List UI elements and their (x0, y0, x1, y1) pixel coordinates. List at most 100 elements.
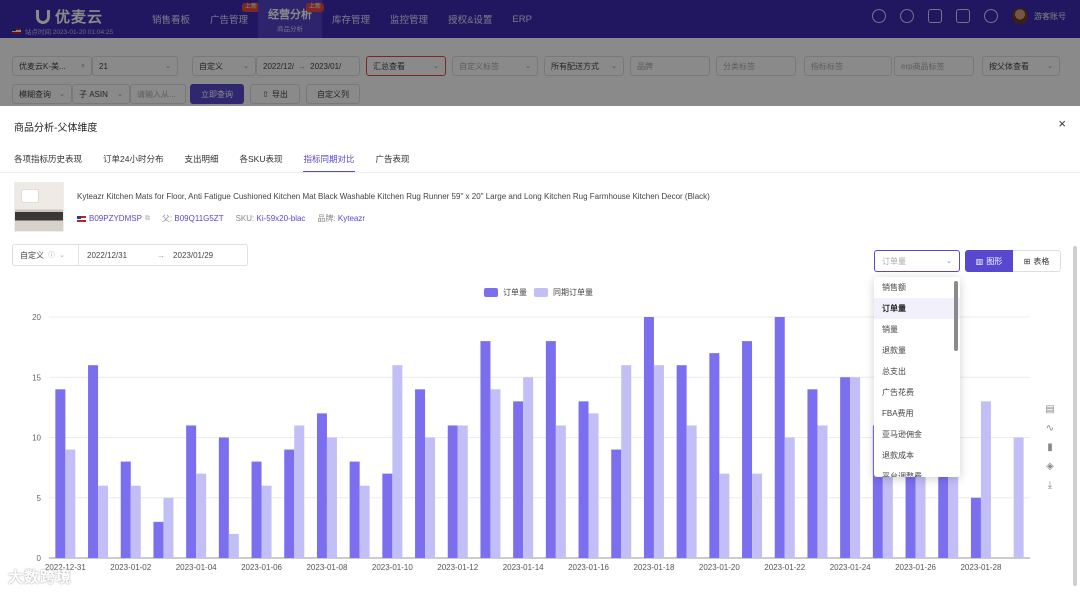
delivery-select[interactable]: 所有配送方式 ⌄ (544, 56, 624, 76)
bar-orders (905, 449, 916, 558)
tab-1[interactable]: 订单24小时分布 (103, 154, 164, 164)
sku-value[interactable]: Ki-59x20-blac (256, 214, 306, 223)
store-count[interactable]: 21 ⌄ (92, 56, 178, 76)
logo[interactable]: 优麦云 (36, 6, 103, 27)
asin-type-select[interactable]: 子 ASIN ⌄ (72, 84, 130, 104)
dropdown-option-6[interactable]: FBA费用 (882, 409, 914, 418)
dropdown-option-2[interactable]: 销量 (882, 325, 898, 334)
bar-prior-orders (686, 425, 697, 558)
y-tick-label: 10 (32, 434, 41, 443)
panel-date-range[interactable]: 自定义 ⓘ ⌄ 2022/12/31 → 2023/01/29 (12, 244, 248, 266)
custom-columns-button[interactable]: 自定义列 (306, 84, 360, 104)
panel-date-mode-value: 自定义 (20, 250, 44, 260)
stack-icon[interactable]: ◈ (1046, 461, 1054, 472)
bar-orders (611, 449, 622, 558)
dropdown-option-3[interactable]: 退款量 (882, 346, 906, 355)
nav-item-6[interactable]: ERP (502, 0, 542, 38)
download-icon[interactable] (872, 9, 886, 23)
bar-orders (218, 437, 229, 558)
bar-prior-orders (1013, 437, 1024, 558)
nav-item-2[interactable]: 经营分析 商品分析 上新 (258, 0, 325, 38)
nav-item-3[interactable]: 库存管理 (322, 0, 380, 38)
panel-date-mode[interactable]: 自定义 ⓘ ⌄ (13, 245, 79, 265)
tab-2[interactable]: 支出明细 (184, 154, 219, 164)
nav-item-0[interactable]: 销售看板 (142, 0, 200, 38)
brand-select[interactable]: 品牌 (630, 56, 710, 76)
bar-prior-orders (163, 497, 174, 558)
view-toggle: ▥ 图形 ⊞ 表格 (965, 250, 1061, 272)
dropdown-option-1[interactable]: 订单量 (874, 298, 960, 319)
export-button[interactable]: ⇧ 导出 (250, 84, 300, 104)
indicator-select[interactable]: 指标标签 (804, 56, 892, 76)
nav-item-5[interactable]: 授权&设置 (438, 0, 502, 38)
erp-tag-select[interactable]: erp商品标签 (894, 56, 974, 76)
fuzzy-search-select[interactable]: 模糊查询 ⌄ (12, 84, 72, 104)
dropdown-option-5[interactable]: 广告花费 (882, 388, 914, 397)
store-count-value: 21 (99, 61, 108, 71)
metric-select-placeholder: 订单量 (882, 256, 906, 266)
search-input[interactable]: 请输入从... (130, 84, 186, 104)
panel-date-end[interactable]: 2023/01/29 (173, 250, 214, 260)
category-select[interactable]: 分类标签 (716, 56, 796, 76)
y-tick-label: 15 (32, 373, 41, 382)
bar-orders (643, 317, 654, 558)
help-icon[interactable] (900, 9, 914, 23)
bar-orders (415, 389, 426, 558)
bar-chart-icon[interactable]: ▮ (1047, 442, 1053, 453)
cart-icon[interactable] (956, 9, 970, 23)
parent-view-select[interactable]: 按父体查看 ⌄ (982, 56, 1060, 76)
tab-0[interactable]: 各项指标历史表现 (14, 154, 83, 164)
query-button[interactable]: 立即查询 (190, 84, 244, 104)
avatar[interactable] (1012, 8, 1028, 24)
tab-5[interactable]: 广告表现 (375, 154, 410, 164)
product-image[interactable] (14, 182, 64, 232)
summary-view-select[interactable]: 汇总查看 ⌄ (366, 56, 446, 76)
parent-asin-value[interactable]: B09Q11G5ZT (174, 214, 224, 223)
bar-orders (349, 461, 360, 558)
dropdown-option-7[interactable]: 亚马逊佣金 (882, 430, 922, 439)
custom-label-select[interactable]: 自定义标签 ⌄ (452, 56, 538, 76)
x-tick-label: 2023-01-02 (110, 563, 151, 572)
bell-icon[interactable] (984, 9, 998, 23)
download-image-icon[interactable]: ⤓ (1047, 480, 1053, 491)
nav-item-1[interactable]: 广告管理 上新 (200, 0, 261, 38)
legend-label: 同期订单量 (553, 287, 593, 297)
nav-item-label: 库存管理 (332, 15, 371, 26)
user-name[interactable]: 游客账号 (1034, 11, 1066, 21)
data-view-icon[interactable]: ▤ (1045, 404, 1055, 415)
upload-icon: ⇧ (262, 89, 269, 99)
dropdown-scrollbar[interactable] (954, 281, 958, 351)
line-chart-icon[interactable]: ∿ (1045, 423, 1055, 434)
nav-item-4[interactable]: 监控管理 (380, 0, 438, 38)
y-tick-label: 0 (37, 554, 42, 563)
product-title[interactable]: Kyteazr Kitchen Mats for Floor, Anti Fat… (77, 192, 710, 201)
panel-date-start[interactable]: 2022/12/31 (87, 250, 128, 260)
chevron-down-icon: ⌄ (611, 63, 617, 70)
table-icon: ⊞ (1023, 256, 1031, 266)
clear-icon[interactable]: × (80, 62, 85, 70)
close-button[interactable]: × (1058, 116, 1066, 131)
y-tick-label: 20 (32, 313, 41, 322)
date-mode-select[interactable]: 自定义 ⌄ (192, 56, 256, 76)
external-link-icon[interactable]: ⧉ (144, 214, 150, 222)
dropdown-option-4[interactable]: 总支出 (882, 367, 906, 376)
date-range-input[interactable]: 2022/12/→ 2023/01/ (256, 56, 360, 76)
asin-link[interactable]: B09PZYDMSP ⧉ (77, 214, 150, 223)
panel-scrollbar[interactable] (1073, 246, 1077, 586)
bar-prior-orders (425, 437, 436, 558)
tab-3[interactable]: 各SKU表现 (239, 154, 283, 164)
store-select[interactable]: 优麦云K-美... × (12, 56, 92, 76)
message-icon[interactable] (928, 9, 942, 23)
bar-orders (872, 425, 883, 558)
bar-prior-orders (130, 485, 141, 558)
bar-orders (578, 401, 589, 558)
bar-prior-orders (523, 377, 534, 558)
table-view-button[interactable]: ⊞ 表格 (1013, 250, 1061, 272)
chart-view-button[interactable]: ▥ 图形 (965, 250, 1013, 272)
chart-icon: ▥ (975, 256, 984, 266)
brand-value[interactable]: Kyteazr (337, 214, 366, 223)
dropdown-option-8[interactable]: 退款成本 (882, 451, 914, 460)
dropdown-option-9[interactable]: 平台调整费 (882, 472, 922, 477)
dropdown-option-0[interactable]: 销售额 (882, 283, 906, 292)
metric-select[interactable]: 订单量 ⌄ (874, 250, 960, 272)
